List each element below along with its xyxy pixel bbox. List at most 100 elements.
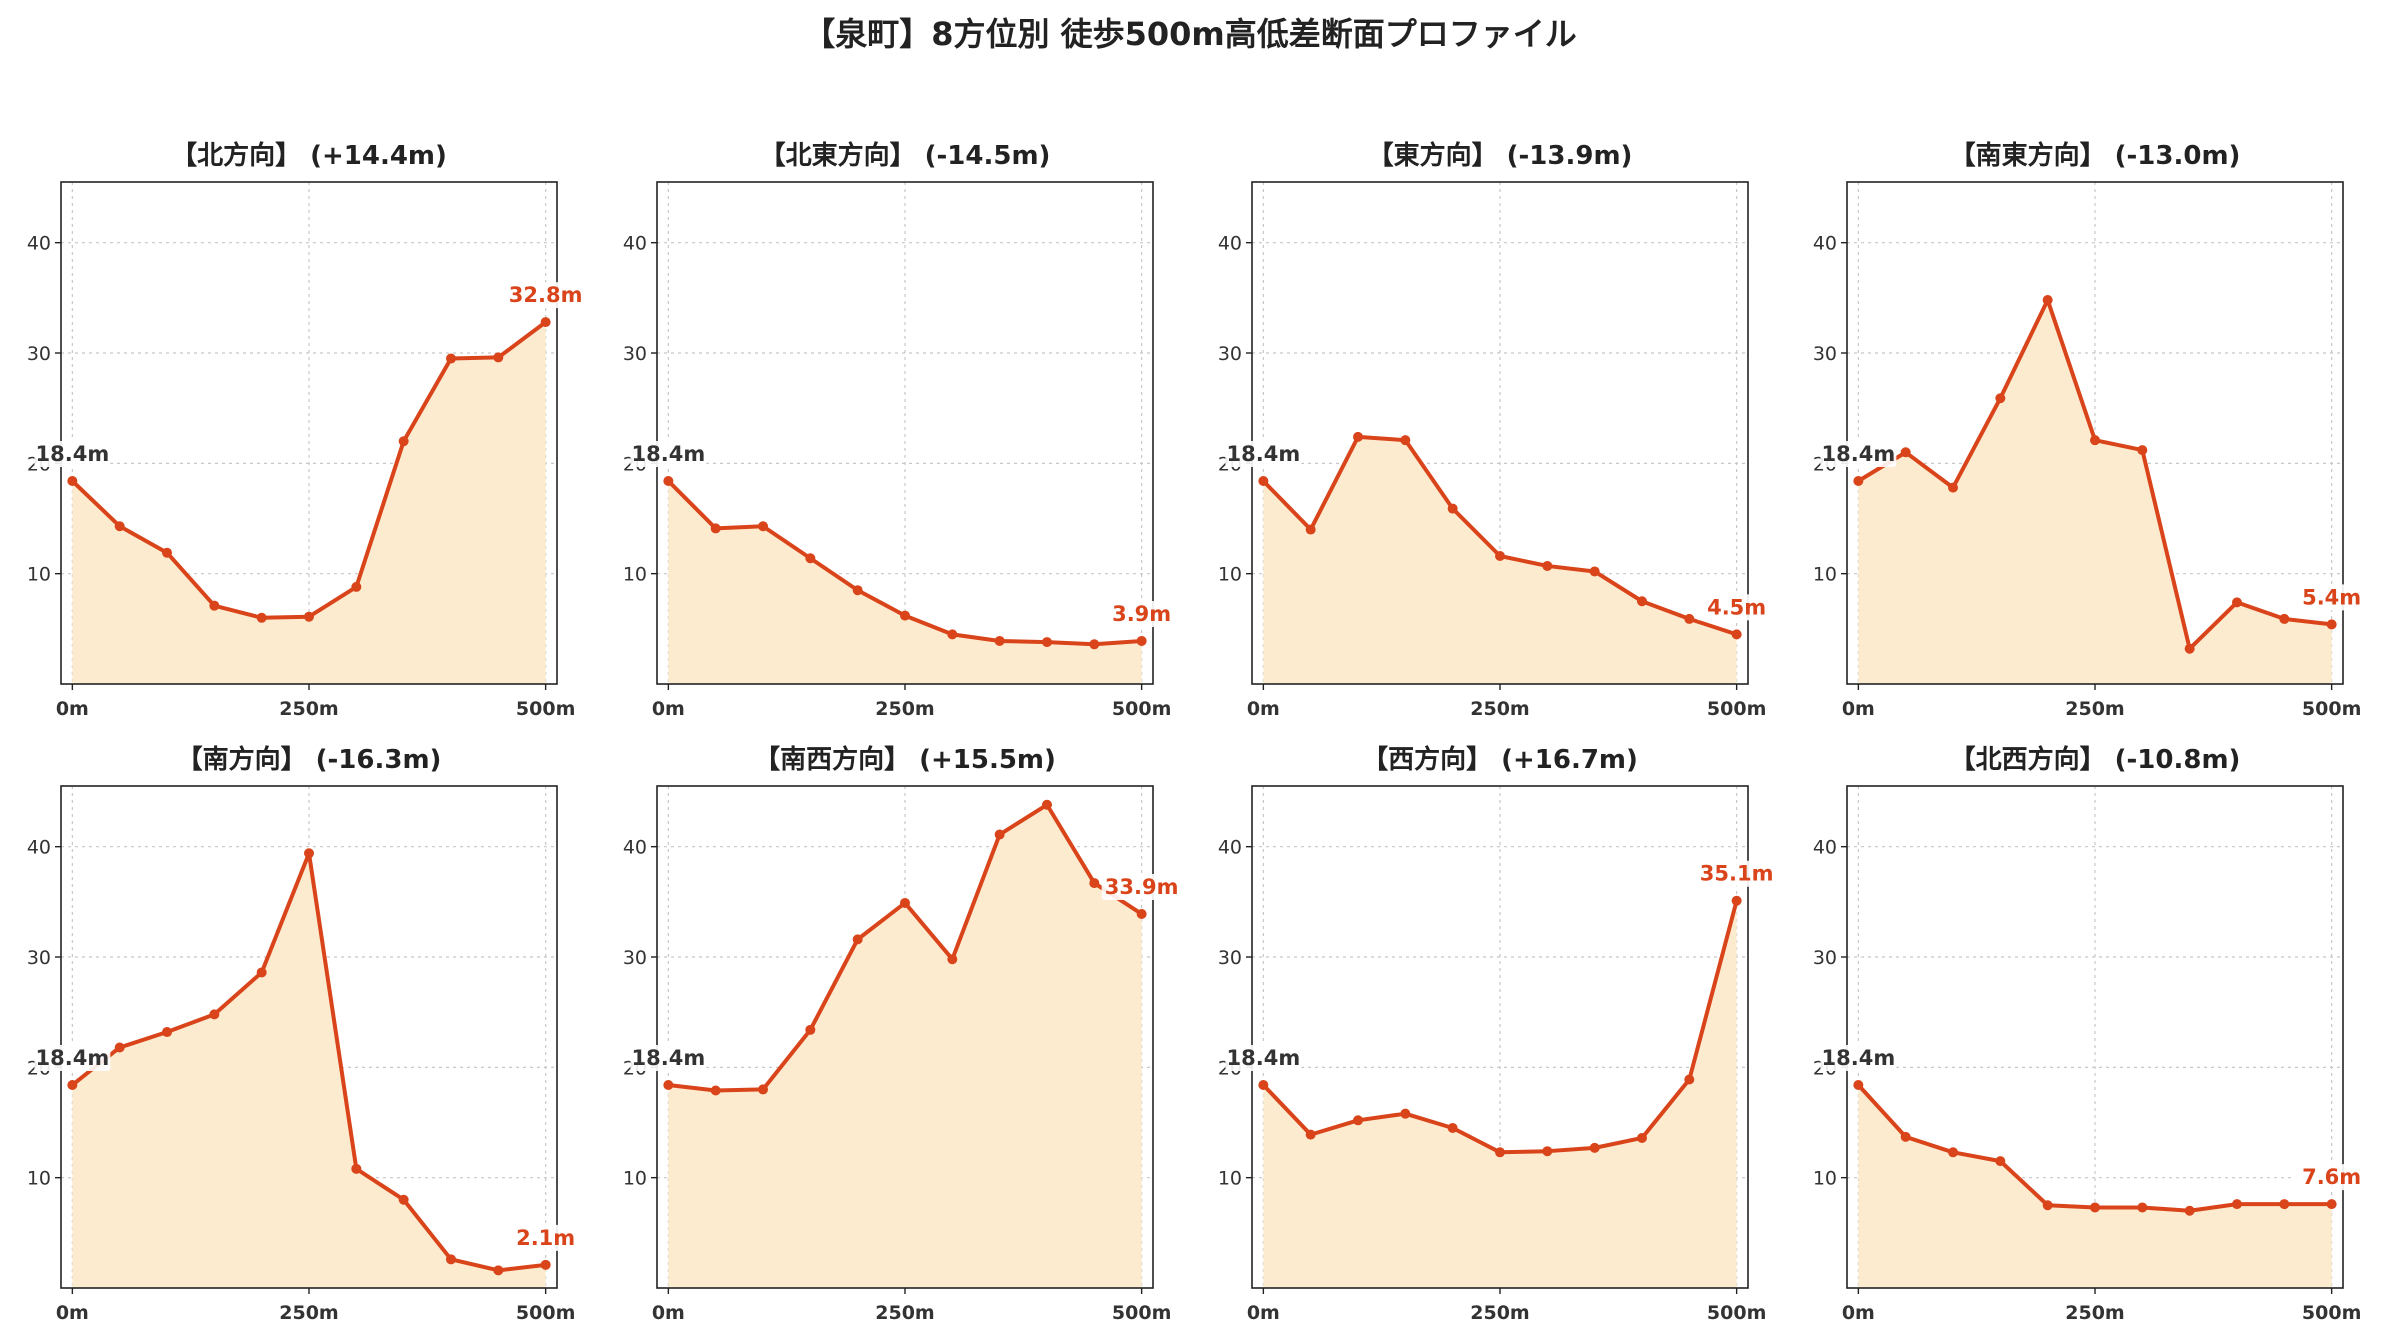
- y-tick-label: 40: [27, 233, 51, 255]
- panel-title: 【西方向】 (+16.7m): [1362, 744, 1638, 775]
- profile-panel-1: 【北方向】 (+14.4m)102030400m250m500m18.4m32.…: [27, 140, 586, 720]
- elevation-point: [1495, 1147, 1505, 1158]
- elevation-point: [256, 967, 267, 978]
- elevation-point: [351, 1163, 362, 1174]
- start-elevation-label: 18.4m: [36, 442, 110, 466]
- elevation-area: [1263, 900, 1737, 1288]
- elevation-point: [162, 547, 173, 558]
- elevation-point: [663, 1079, 674, 1090]
- end-elevation-label: 4.5m: [1707, 595, 1766, 619]
- x-tick-label: 0m: [1842, 698, 1875, 720]
- elevation-point: [304, 848, 314, 859]
- x-tick-label: 500m: [1112, 1302, 1171, 1324]
- y-tick-label: 30: [1813, 947, 1837, 969]
- elevation-point: [805, 553, 816, 564]
- profile-panel-5: 【南方向】 (-16.3m)102030400m250m500m18.4m2.1…: [27, 744, 586, 1324]
- x-tick-label: 500m: [2302, 1302, 2361, 1324]
- y-tick-label: 40: [623, 233, 647, 255]
- panel-grid: 【北方向】 (+14.4m)102030400m250m500m18.4m32.…: [27, 140, 2372, 1324]
- start-elevation-label: 18.4m: [632, 1046, 706, 1070]
- x-tick-label: 250m: [1470, 1302, 1529, 1324]
- start-label-bg: [34, 440, 111, 467]
- x-tick-label: 250m: [875, 698, 934, 720]
- elevation-point: [2326, 619, 2337, 630]
- end-elevation-label: 3.9m: [1112, 602, 1171, 626]
- elevation-point: [1400, 1108, 1411, 1119]
- y-tick-label: 30: [1218, 343, 1242, 365]
- elevation-point: [1948, 1147, 1959, 1158]
- elevation-point: [1948, 482, 1959, 493]
- elevation-point: [493, 352, 504, 363]
- y-tick-label: 40: [1813, 837, 1837, 859]
- elevation-point: [1136, 908, 1147, 919]
- elevation-point: [2137, 1202, 2148, 1213]
- elevation-point: [1305, 1129, 1316, 1140]
- y-tick-label: 10: [27, 1168, 51, 1190]
- start-elevation-label: 18.4m: [36, 1046, 110, 1070]
- x-tick-label: 250m: [1470, 698, 1529, 720]
- profile-panel-4: 【南東方向】 (-13.0m)102030400m250m500m18.4m5.…: [1813, 140, 2372, 720]
- elevation-point: [1589, 1142, 1600, 1153]
- y-tick-label: 30: [27, 343, 51, 365]
- elevation-point: [493, 1265, 504, 1276]
- start-label-bg: [630, 1044, 707, 1071]
- y-tick-label: 10: [1218, 564, 1242, 586]
- panel-title: 【東方向】 (-13.9m): [1368, 140, 1633, 171]
- y-tick-label: 10: [1218, 1168, 1242, 1190]
- end-elevation-label: 35.1m: [1700, 862, 1774, 886]
- elevation-point: [1258, 475, 1269, 486]
- panel-title: 【北西方向】 (-10.8m): [1950, 744, 2241, 775]
- x-tick-label: 0m: [652, 698, 685, 720]
- elevation-point: [445, 353, 456, 364]
- x-tick-label: 0m: [1842, 1302, 1875, 1324]
- elevation-point: [445, 1254, 456, 1265]
- end-elevation-label: 2.1m: [516, 1226, 575, 1250]
- elevation-point: [1089, 878, 1100, 889]
- elevation-point: [1542, 1146, 1553, 1157]
- x-tick-label: 250m: [2065, 1302, 2124, 1324]
- elevation-point: [2231, 1199, 2242, 1210]
- elevation-point: [1447, 503, 1458, 514]
- elevation-point: [351, 581, 362, 592]
- elevation-point: [1305, 524, 1316, 535]
- end-label-bg: [1696, 860, 1777, 887]
- y-tick-label: 40: [1218, 233, 1242, 255]
- elevation-area: [668, 480, 1142, 684]
- x-tick-label: 500m: [516, 1302, 575, 1324]
- elevation-point: [2042, 1200, 2053, 1211]
- elevation-point: [710, 523, 721, 534]
- x-tick-label: 0m: [1247, 1302, 1280, 1324]
- start-elevation-label: 18.4m: [1227, 442, 1301, 466]
- x-tick-label: 0m: [1247, 698, 1280, 720]
- x-tick-label: 0m: [56, 698, 89, 720]
- elevation-point: [994, 829, 1005, 840]
- elevation-point: [114, 1042, 125, 1053]
- elevation-point: [2090, 1202, 2100, 1213]
- y-tick-label: 10: [27, 564, 51, 586]
- y-tick-label: 10: [1813, 564, 1837, 586]
- x-tick-label: 0m: [652, 1302, 685, 1324]
- elevation-point: [2184, 1205, 2195, 1216]
- y-tick-label: 30: [623, 343, 647, 365]
- start-elevation-label: 18.4m: [1822, 442, 1896, 466]
- x-tick-label: 250m: [279, 698, 338, 720]
- elevation-point: [1684, 1074, 1695, 1085]
- elevation-point: [758, 1084, 769, 1095]
- elevation-point: [2184, 643, 2195, 654]
- elevation-point: [994, 635, 1005, 646]
- elevation-point: [2090, 435, 2100, 446]
- elevation-point: [1684, 613, 1695, 624]
- x-tick-label: 500m: [1707, 698, 1766, 720]
- y-tick-label: 10: [1813, 1168, 1837, 1190]
- elevation-point: [2279, 613, 2290, 624]
- elevation-point: [663, 475, 674, 486]
- y-tick-label: 40: [1218, 837, 1242, 859]
- elevation-point: [1447, 1123, 1458, 1134]
- panel-title: 【南方向】 (-16.3m): [177, 744, 442, 775]
- panel-title: 【南西方向】 (+15.5m): [754, 744, 1056, 775]
- end-label-bg: [1101, 600, 1182, 627]
- end-elevation-label: 32.8m: [509, 283, 583, 307]
- elevation-point: [1853, 1079, 1864, 1090]
- elevation-point: [114, 521, 125, 532]
- x-tick-label: 500m: [2302, 698, 2361, 720]
